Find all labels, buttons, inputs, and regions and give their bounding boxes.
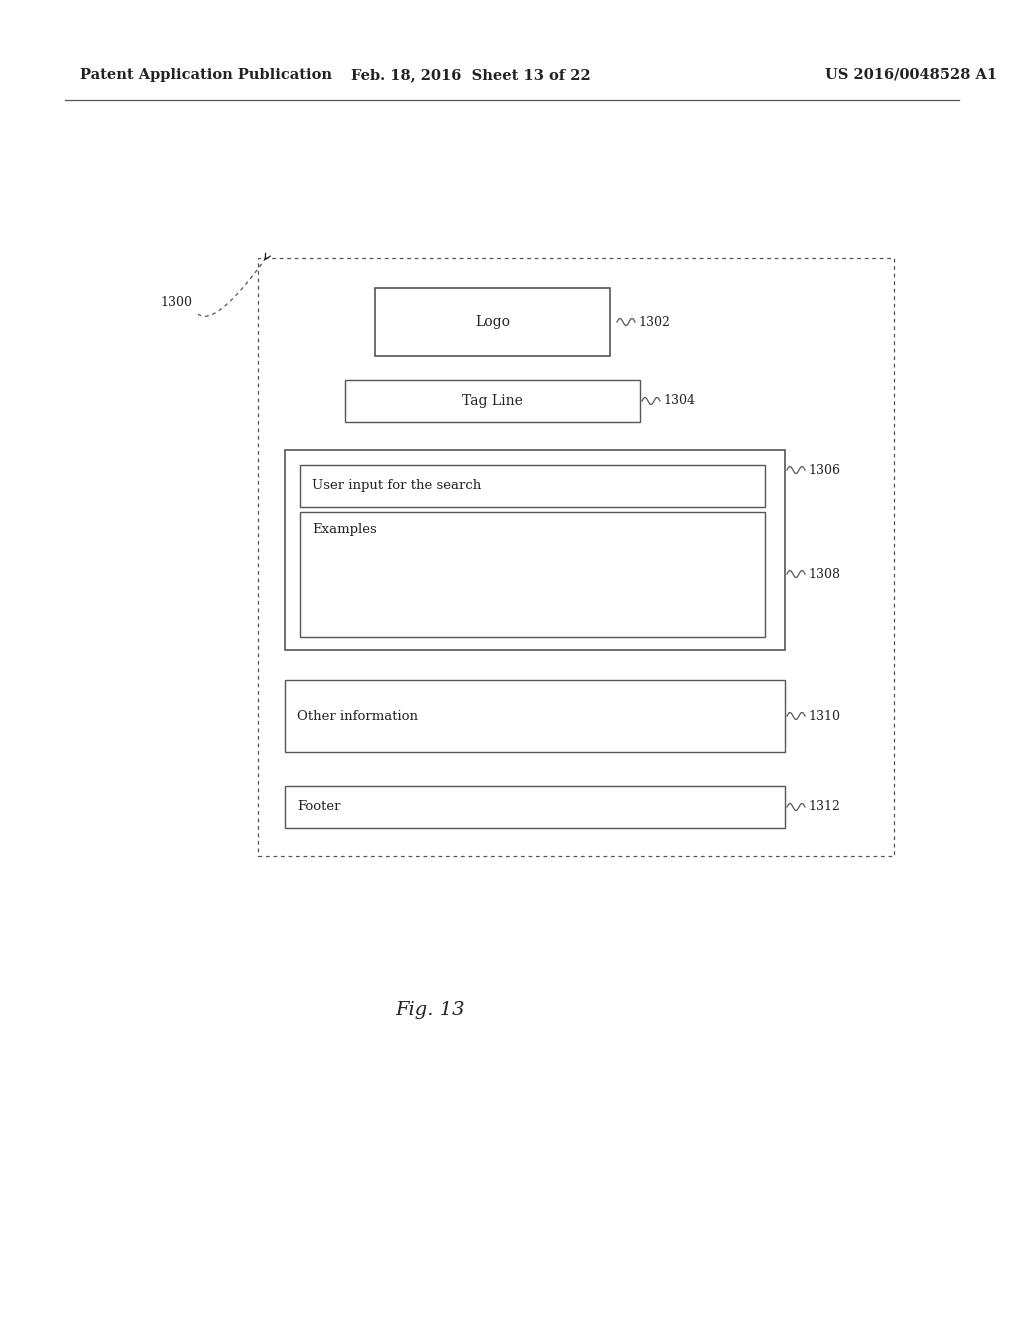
Text: 1306: 1306 [808,463,840,477]
Bar [285,450,785,649]
Text: User input for the search: User input for the search [312,479,481,492]
Text: Tag Line: Tag Line [462,393,523,408]
Text: Fig. 13: Fig. 13 [395,1001,465,1019]
Text: 1304: 1304 [663,395,695,408]
Bar [285,680,785,752]
Bar [345,380,640,422]
Text: 1312: 1312 [808,800,840,813]
Text: Feb. 18, 2016  Sheet 13 of 22: Feb. 18, 2016 Sheet 13 of 22 [351,69,591,82]
Text: Patent Application Publication: Patent Application Publication [80,69,332,82]
Bar [258,257,894,855]
Bar [285,785,785,828]
Text: 1308: 1308 [808,568,840,581]
Bar [300,512,765,638]
Bar [300,465,765,507]
Text: Other information: Other information [297,710,418,722]
Text: 1302: 1302 [638,315,670,329]
Text: Logo: Logo [475,315,510,329]
Bar [375,288,610,356]
Text: US 2016/0048528 A1: US 2016/0048528 A1 [825,69,997,82]
Text: Examples: Examples [312,524,377,536]
Text: Footer: Footer [297,800,341,813]
Text: 1300: 1300 [160,296,193,309]
Text: 1310: 1310 [808,710,840,722]
